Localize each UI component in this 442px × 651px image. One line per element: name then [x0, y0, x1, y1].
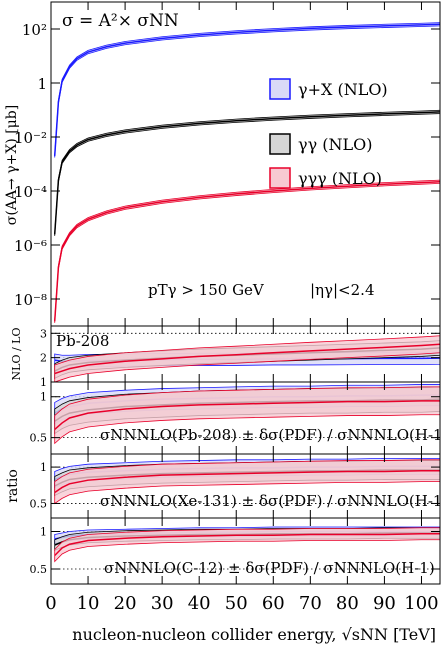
y-tick-label: 10⁻²	[14, 129, 47, 147]
y-tick-label: 0.5	[30, 563, 48, 576]
series-band-2	[54, 527, 440, 563]
pb-ratio-label: σNNNLO(Pb-208) ± δσ(PDF) / σNNNLO(H-1)	[100, 426, 442, 444]
y-tick-label: 10⁻⁸	[14, 291, 47, 309]
legend-label: γ+X (NLO)	[298, 80, 388, 99]
y-tick-label: 0.5	[30, 432, 48, 445]
legend-swatch	[269, 133, 291, 155]
series-line-2	[54, 469, 440, 494]
x-tick-label: 70	[299, 593, 322, 614]
y-tick-label: 10⁻⁴	[14, 183, 47, 201]
y-tick-label: 0.5	[30, 497, 48, 510]
formula-annotation: σ = A²× σNN	[62, 11, 179, 31]
series-line-2	[53, 181, 440, 322]
eta-cut-annotation: |ηγ|<2.4	[310, 281, 374, 299]
y-tick-label: 1	[40, 376, 47, 389]
ratio-c-frame	[50, 517, 441, 585]
legend-swatch	[269, 78, 291, 100]
ratio-nlo-lo-plot	[51, 332, 440, 382]
main-plot	[53, 22, 440, 323]
y-tick-label: 1	[37, 75, 47, 93]
main-frame	[50, 1, 441, 327]
c-ratio-label: σNNNLO(C-12) ± δσ(PDF) / σNNNLO(H-1)	[104, 559, 435, 577]
x-tick-label: 0	[45, 593, 56, 614]
y-tick-label: 2	[40, 352, 47, 365]
y-tick-label: 3	[40, 327, 47, 340]
series-band-1	[54, 109, 440, 236]
x-tick-label: 10	[77, 593, 100, 614]
x-tick-label: 50	[225, 593, 248, 614]
y-tick-label: 1	[40, 526, 47, 539]
legend: γ+X (NLO) γγ (NLO) γγγ (NLO)	[269, 78, 388, 189]
main-y-axis-title: σ(AA→ γ+X) [μb]	[4, 105, 20, 225]
x-tick-label: 90	[373, 593, 396, 614]
x-tick-label: 80	[336, 593, 359, 614]
series-line-0	[53, 23, 440, 156]
x-tick-label: 30	[151, 593, 174, 614]
series-band-2	[54, 459, 440, 505]
y-tick-label: 10⁻⁶	[14, 237, 47, 255]
x-tick-label: 40	[188, 593, 211, 614]
y-tick-label: 1	[40, 391, 47, 404]
nucleus-annotation: Pb-208	[56, 332, 109, 350]
y-tick-label: 1	[40, 461, 47, 474]
x-axis-title: nucleon-nucleon collider energy, √sNN [T…	[72, 625, 436, 644]
x-tick-label: 60	[262, 593, 285, 614]
series-line-2	[54, 343, 440, 375]
series-line-2	[54, 400, 440, 431]
ratio-c-plot	[51, 526, 440, 570]
pt-cut-annotation: pTγ > 150 GeV	[148, 281, 265, 299]
series-band-2	[54, 179, 440, 323]
series-band-2	[54, 335, 440, 382]
series-line-2	[54, 533, 440, 557]
series-line-1	[53, 111, 440, 235]
ratio-xe-plot	[51, 457, 440, 505]
y-tick-label: 10²	[22, 21, 47, 39]
x-tick-label: 20	[114, 593, 137, 614]
ratio-y-axis-title: ratio	[5, 469, 21, 503]
xe-ratio-label: σNNNLO(Xe-131) ± δσ(PDF) / σNNNLO(H-1)	[100, 492, 442, 510]
legend-swatch	[269, 167, 291, 189]
series-band-0	[54, 22, 440, 158]
x-tick-label: 100	[404, 593, 438, 614]
legend-label: γγγ (NLO)	[298, 169, 382, 188]
nlo-lo-y-axis-title: NLO / LO	[10, 328, 23, 381]
ratio-pb-plot	[51, 384, 440, 445]
legend-label: γγ (NLO)	[298, 135, 372, 154]
